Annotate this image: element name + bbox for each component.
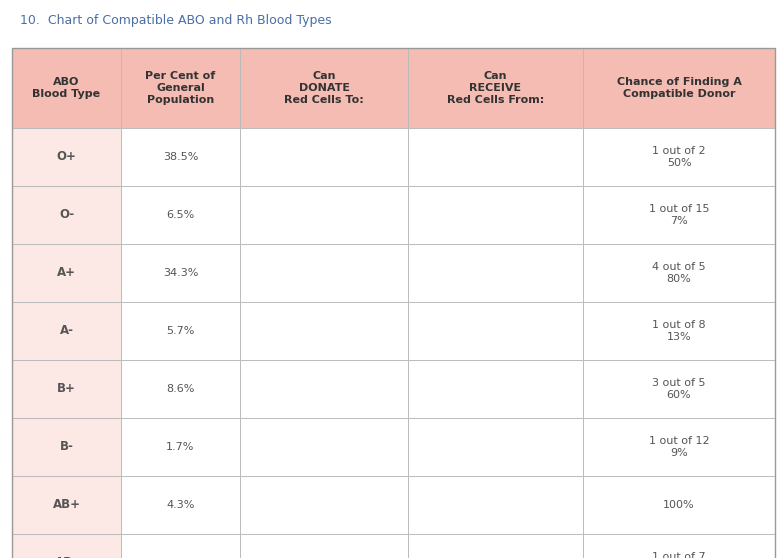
Text: 1 out of 7
14%: 1 out of 7 14% <box>652 552 705 558</box>
Text: B+: B+ <box>57 382 76 396</box>
Text: 1 out of 8
13%: 1 out of 8 13% <box>652 320 705 342</box>
Text: AB+: AB+ <box>52 498 81 512</box>
Bar <box>583 534 775 558</box>
Bar <box>12 48 121 128</box>
Text: 34.3%: 34.3% <box>163 268 198 278</box>
Text: 6.5%: 6.5% <box>166 210 195 220</box>
Bar <box>583 302 775 360</box>
Text: O+: O+ <box>56 151 77 163</box>
Bar <box>240 128 408 186</box>
Text: 3 out of 5
60%: 3 out of 5 60% <box>652 378 705 400</box>
Bar <box>121 476 240 534</box>
Bar <box>583 128 775 186</box>
Bar <box>121 360 240 418</box>
Bar <box>240 534 408 558</box>
Text: 10.  Chart of Compatible ABO and Rh Blood Types: 10. Chart of Compatible ABO and Rh Blood… <box>20 14 332 27</box>
Text: Can
RECEIVE
Red Cells From:: Can RECEIVE Red Cells From: <box>447 71 544 104</box>
Bar <box>240 476 408 534</box>
Bar <box>408 476 583 534</box>
Bar <box>12 418 121 476</box>
Text: Can
DONATE
Red Cells To:: Can DONATE Red Cells To: <box>284 71 364 104</box>
Text: Per Cent of
General
Population: Per Cent of General Population <box>146 71 215 104</box>
Bar <box>583 360 775 418</box>
Text: 1 out of 12
9%: 1 out of 12 9% <box>648 436 709 458</box>
Text: Chance of Finding A
Compatible Donor: Chance of Finding A Compatible Donor <box>616 77 742 99</box>
Text: 4.3%: 4.3% <box>166 500 195 510</box>
Bar <box>408 186 583 244</box>
Bar <box>240 360 408 418</box>
Bar <box>240 418 408 476</box>
Text: 5.7%: 5.7% <box>166 326 195 336</box>
Bar <box>121 128 240 186</box>
Bar <box>240 302 408 360</box>
Bar <box>583 418 775 476</box>
Text: A-: A- <box>60 325 74 338</box>
Bar <box>121 302 240 360</box>
Bar <box>121 418 240 476</box>
Bar <box>12 244 121 302</box>
Text: 1.7%: 1.7% <box>166 442 195 452</box>
Bar <box>12 534 121 558</box>
Bar <box>240 48 408 128</box>
Bar <box>121 186 240 244</box>
Bar <box>408 48 583 128</box>
Text: ABO
Blood Type: ABO Blood Type <box>32 77 100 99</box>
Bar <box>12 360 121 418</box>
Text: AB-: AB- <box>55 556 78 558</box>
Text: A+: A+ <box>57 267 76 280</box>
Bar <box>408 128 583 186</box>
Bar <box>583 48 775 128</box>
Text: 100%: 100% <box>663 500 695 510</box>
Text: O-: O- <box>59 209 74 222</box>
Text: 4 out of 5
80%: 4 out of 5 80% <box>652 262 705 284</box>
Bar <box>12 476 121 534</box>
Text: 38.5%: 38.5% <box>163 152 198 162</box>
Bar <box>240 186 408 244</box>
Bar <box>408 360 583 418</box>
Bar <box>121 48 240 128</box>
Bar <box>12 302 121 360</box>
Bar <box>121 534 240 558</box>
Bar <box>583 476 775 534</box>
Text: 1 out of 2
50%: 1 out of 2 50% <box>652 146 705 168</box>
Bar <box>240 244 408 302</box>
Bar <box>12 186 121 244</box>
Text: 8.6%: 8.6% <box>166 384 195 394</box>
Text: B-: B- <box>60 440 74 454</box>
Bar <box>583 244 775 302</box>
Bar <box>583 186 775 244</box>
Text: 1 out of 15
7%: 1 out of 15 7% <box>649 204 709 226</box>
Bar <box>408 534 583 558</box>
Bar <box>408 244 583 302</box>
Bar <box>408 418 583 476</box>
Bar <box>12 128 121 186</box>
Bar <box>121 244 240 302</box>
Bar <box>408 302 583 360</box>
